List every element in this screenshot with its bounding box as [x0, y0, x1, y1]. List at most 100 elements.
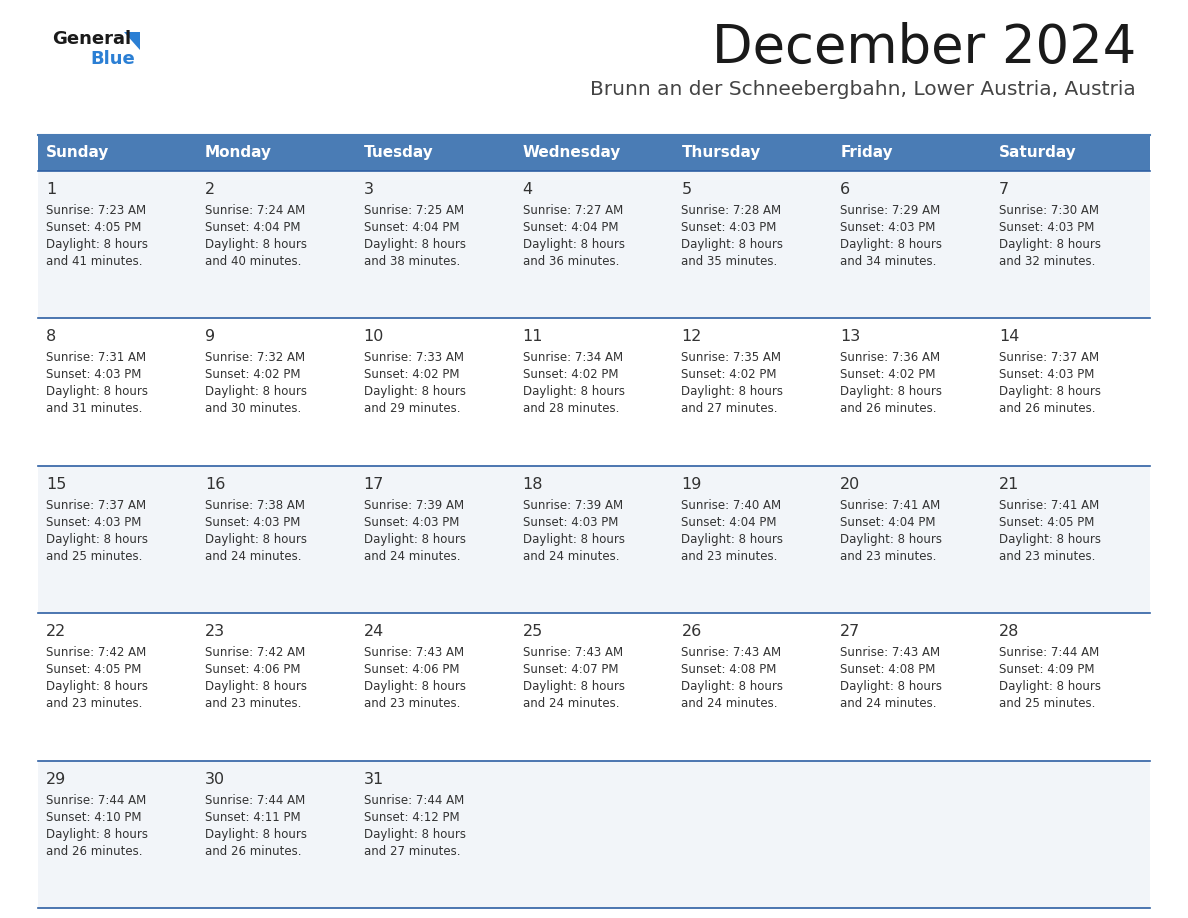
- Text: Sunset: 4:03 PM: Sunset: 4:03 PM: [999, 368, 1094, 381]
- Text: Sunrise: 7:24 AM: Sunrise: 7:24 AM: [204, 204, 305, 217]
- Text: Sunrise: 7:39 AM: Sunrise: 7:39 AM: [523, 498, 623, 512]
- Text: and 23 minutes.: and 23 minutes.: [204, 697, 302, 711]
- Text: Sunset: 4:03 PM: Sunset: 4:03 PM: [523, 516, 618, 529]
- Bar: [38, 135, 197, 171]
- Text: Sunrise: 7:25 AM: Sunrise: 7:25 AM: [364, 204, 463, 217]
- Text: and 41 minutes.: and 41 minutes.: [46, 255, 143, 268]
- Text: Sunset: 4:02 PM: Sunset: 4:02 PM: [840, 368, 936, 381]
- Text: and 30 minutes.: and 30 minutes.: [204, 402, 301, 416]
- Text: and 34 minutes.: and 34 minutes.: [840, 255, 936, 268]
- Text: 27: 27: [840, 624, 860, 639]
- Text: Sunset: 4:04 PM: Sunset: 4:04 PM: [523, 221, 618, 234]
- Bar: [38, 465, 1150, 613]
- Text: and 38 minutes.: and 38 minutes.: [364, 255, 460, 268]
- Text: Sunset: 4:04 PM: Sunset: 4:04 PM: [840, 516, 936, 529]
- Text: Sunset: 4:03 PM: Sunset: 4:03 PM: [682, 221, 777, 234]
- Text: Daylight: 8 hours: Daylight: 8 hours: [204, 532, 307, 546]
- Text: Daylight: 8 hours: Daylight: 8 hours: [204, 828, 307, 841]
- Text: 9: 9: [204, 330, 215, 344]
- Text: Sunset: 4:07 PM: Sunset: 4:07 PM: [523, 663, 618, 677]
- Text: Daylight: 8 hours: Daylight: 8 hours: [523, 532, 625, 546]
- Text: Sunset: 4:08 PM: Sunset: 4:08 PM: [840, 663, 936, 677]
- Text: Sunday: Sunday: [46, 145, 109, 161]
- Text: Daylight: 8 hours: Daylight: 8 hours: [682, 386, 783, 398]
- Text: Sunset: 4:03 PM: Sunset: 4:03 PM: [46, 368, 141, 381]
- Text: 1: 1: [46, 182, 56, 197]
- Text: and 36 minutes.: and 36 minutes.: [523, 255, 619, 268]
- Text: December 2024: December 2024: [712, 22, 1136, 74]
- Text: and 23 minutes.: and 23 minutes.: [682, 550, 778, 563]
- Text: and 29 minutes.: and 29 minutes.: [364, 402, 460, 416]
- Text: and 26 minutes.: and 26 minutes.: [46, 845, 143, 857]
- Text: Sunrise: 7:23 AM: Sunrise: 7:23 AM: [46, 204, 146, 217]
- Text: Thursday: Thursday: [682, 145, 760, 161]
- Text: Daylight: 8 hours: Daylight: 8 hours: [204, 238, 307, 251]
- Text: Sunset: 4:02 PM: Sunset: 4:02 PM: [364, 368, 460, 381]
- Text: Sunrise: 7:37 AM: Sunrise: 7:37 AM: [999, 352, 1099, 364]
- Text: 16: 16: [204, 476, 226, 492]
- Text: and 23 minutes.: and 23 minutes.: [840, 550, 936, 563]
- Text: Saturday: Saturday: [999, 145, 1076, 161]
- Bar: [991, 135, 1150, 171]
- Text: Daylight: 8 hours: Daylight: 8 hours: [682, 532, 783, 546]
- Text: 5: 5: [682, 182, 691, 197]
- Text: Sunset: 4:11 PM: Sunset: 4:11 PM: [204, 811, 301, 823]
- Text: 3: 3: [364, 182, 374, 197]
- Text: Sunrise: 7:41 AM: Sunrise: 7:41 AM: [840, 498, 941, 512]
- Text: Sunrise: 7:35 AM: Sunrise: 7:35 AM: [682, 352, 782, 364]
- Text: Sunset: 4:03 PM: Sunset: 4:03 PM: [46, 516, 141, 529]
- Text: Sunrise: 7:32 AM: Sunrise: 7:32 AM: [204, 352, 305, 364]
- Text: 29: 29: [46, 772, 67, 787]
- Text: Sunrise: 7:43 AM: Sunrise: 7:43 AM: [523, 646, 623, 659]
- Text: Sunrise: 7:42 AM: Sunrise: 7:42 AM: [204, 646, 305, 659]
- Text: 4: 4: [523, 182, 532, 197]
- Bar: [197, 135, 355, 171]
- Text: Daylight: 8 hours: Daylight: 8 hours: [364, 532, 466, 546]
- Text: and 28 minutes.: and 28 minutes.: [523, 402, 619, 416]
- Text: and 40 minutes.: and 40 minutes.: [204, 255, 302, 268]
- Text: and 24 minutes.: and 24 minutes.: [840, 697, 937, 711]
- Text: Sunset: 4:05 PM: Sunset: 4:05 PM: [46, 663, 141, 677]
- Text: 12: 12: [682, 330, 702, 344]
- Text: Sunrise: 7:44 AM: Sunrise: 7:44 AM: [999, 646, 1099, 659]
- Text: Daylight: 8 hours: Daylight: 8 hours: [46, 680, 148, 693]
- Text: and 23 minutes.: and 23 minutes.: [46, 697, 143, 711]
- Text: Sunset: 4:03 PM: Sunset: 4:03 PM: [840, 221, 936, 234]
- Text: Sunrise: 7:27 AM: Sunrise: 7:27 AM: [523, 204, 623, 217]
- Text: 31: 31: [364, 772, 384, 787]
- Text: Daylight: 8 hours: Daylight: 8 hours: [840, 238, 942, 251]
- Text: Sunset: 4:10 PM: Sunset: 4:10 PM: [46, 811, 141, 823]
- Text: Daylight: 8 hours: Daylight: 8 hours: [523, 386, 625, 398]
- Text: and 26 minutes.: and 26 minutes.: [204, 845, 302, 857]
- Text: Sunset: 4:04 PM: Sunset: 4:04 PM: [682, 516, 777, 529]
- Bar: [38, 761, 1150, 908]
- Text: 26: 26: [682, 624, 702, 639]
- Bar: [833, 135, 991, 171]
- Text: Sunset: 4:06 PM: Sunset: 4:06 PM: [204, 663, 301, 677]
- Text: Daylight: 8 hours: Daylight: 8 hours: [840, 680, 942, 693]
- Text: Sunrise: 7:42 AM: Sunrise: 7:42 AM: [46, 646, 146, 659]
- Text: 14: 14: [999, 330, 1019, 344]
- Text: Sunrise: 7:29 AM: Sunrise: 7:29 AM: [840, 204, 941, 217]
- Text: Sunrise: 7:36 AM: Sunrise: 7:36 AM: [840, 352, 941, 364]
- Text: and 24 minutes.: and 24 minutes.: [682, 697, 778, 711]
- Text: Sunrise: 7:31 AM: Sunrise: 7:31 AM: [46, 352, 146, 364]
- Text: 15: 15: [46, 476, 67, 492]
- Text: 13: 13: [840, 330, 860, 344]
- Text: Daylight: 8 hours: Daylight: 8 hours: [999, 386, 1101, 398]
- Text: Blue: Blue: [90, 50, 134, 68]
- Text: Sunrise: 7:43 AM: Sunrise: 7:43 AM: [682, 646, 782, 659]
- Text: Sunrise: 7:39 AM: Sunrise: 7:39 AM: [364, 498, 463, 512]
- Text: Sunrise: 7:37 AM: Sunrise: 7:37 AM: [46, 498, 146, 512]
- Text: Daylight: 8 hours: Daylight: 8 hours: [364, 238, 466, 251]
- Bar: [38, 171, 1150, 319]
- Text: Daylight: 8 hours: Daylight: 8 hours: [204, 680, 307, 693]
- Text: and 32 minutes.: and 32 minutes.: [999, 255, 1095, 268]
- Text: General: General: [52, 30, 131, 48]
- Text: Brunn an der Schneebergbahn, Lower Austria, Austria: Brunn an der Schneebergbahn, Lower Austr…: [590, 80, 1136, 99]
- Bar: [514, 135, 674, 171]
- Text: 20: 20: [840, 476, 860, 492]
- Text: Sunrise: 7:43 AM: Sunrise: 7:43 AM: [364, 646, 463, 659]
- Text: Daylight: 8 hours: Daylight: 8 hours: [682, 238, 783, 251]
- Text: Sunset: 4:03 PM: Sunset: 4:03 PM: [364, 516, 459, 529]
